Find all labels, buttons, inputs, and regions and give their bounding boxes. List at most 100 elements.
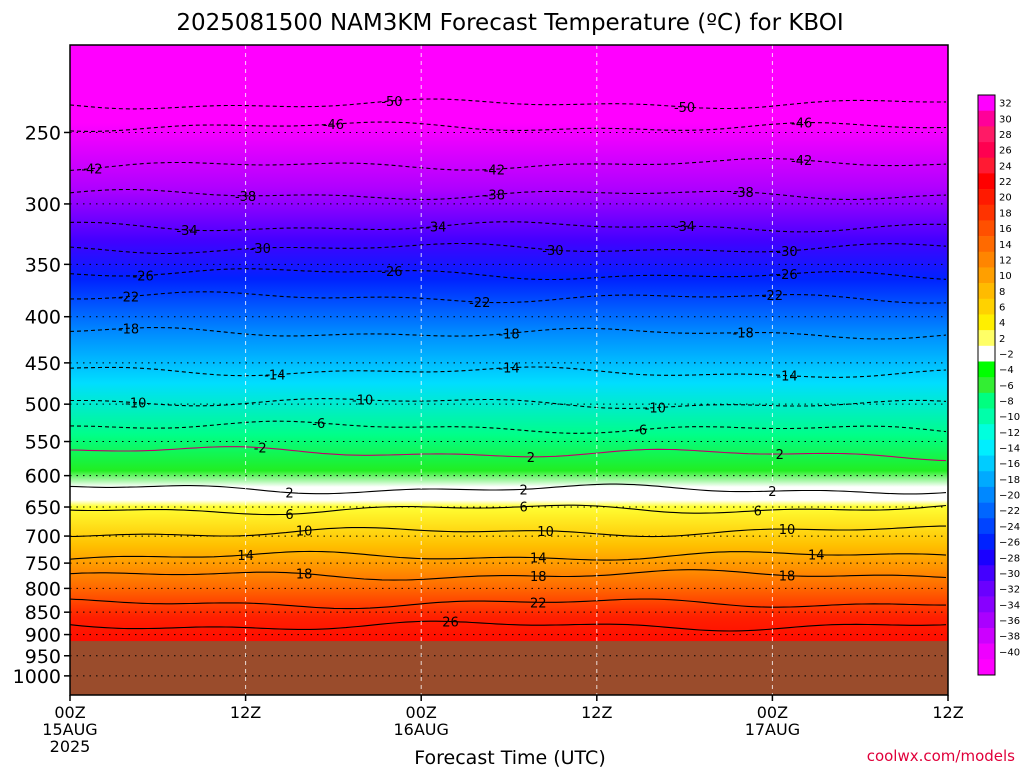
x-tick-label: 12Z bbox=[932, 703, 963, 722]
isotherm-label: -18 bbox=[733, 327, 754, 342]
isotherm-label: 6 bbox=[754, 505, 762, 520]
colorbar-label: 16 bbox=[999, 224, 1012, 235]
isotherm-label: -50 bbox=[674, 101, 695, 116]
isotherm-label: 2 bbox=[768, 485, 776, 500]
colorbar-label: 4 bbox=[999, 318, 1005, 329]
isotherm-line bbox=[70, 504, 947, 516]
colorbar-swatch bbox=[978, 408, 995, 425]
chart-title: 2025081500 NAM3KM Forecast Temperature (… bbox=[176, 10, 843, 36]
source-credit: coolwx.com/models bbox=[867, 747, 1015, 765]
colorbar-swatch bbox=[978, 627, 995, 644]
isotherm-line bbox=[70, 483, 947, 495]
y-tick-label: 800 bbox=[25, 578, 61, 600]
isotherm-label: -34 bbox=[176, 224, 197, 239]
isotherm-line bbox=[70, 598, 946, 610]
isotherm-line bbox=[70, 398, 947, 409]
colorbar-swatch bbox=[978, 220, 995, 237]
isotherm-lines bbox=[70, 98, 947, 632]
isotherm-line bbox=[70, 420, 947, 434]
colorbar-swatch bbox=[978, 455, 995, 472]
colorbar-swatch bbox=[978, 361, 995, 378]
isotherm-labels: -50 -50 -46 -46 -42 -42 -42 -38 -38 -38 -34 -34 -34 -… bbox=[81, 95, 824, 631]
y-tick-label: 700 bbox=[25, 526, 61, 548]
colorbar-swatch bbox=[978, 392, 995, 409]
isotherm-label: 18 bbox=[779, 570, 796, 585]
x-tick-label: 16AUG bbox=[393, 720, 448, 739]
isotherm-label: 6 bbox=[285, 508, 293, 523]
isotherm-label: -42 bbox=[791, 154, 812, 169]
colorbar-label: −40 bbox=[999, 647, 1020, 658]
isotherm-label: 18 bbox=[296, 568, 313, 583]
isotherm-line bbox=[70, 121, 947, 132]
colorbar-swatch bbox=[978, 533, 995, 550]
isotherm-label: -6 bbox=[312, 417, 325, 432]
isotherm-line bbox=[70, 291, 947, 304]
y-tick-label: 300 bbox=[25, 194, 61, 216]
isotherm-label: 18 bbox=[530, 570, 547, 585]
colorbar-frame bbox=[977, 94, 996, 676]
colorbar-swatch bbox=[978, 580, 995, 597]
x-tick-label: 00Z bbox=[406, 703, 437, 722]
y-tick-label: 750 bbox=[25, 553, 61, 575]
colorbar-label: −6 bbox=[999, 381, 1014, 392]
colorbar-swatch bbox=[978, 157, 995, 174]
isotherm-label: -22 bbox=[118, 291, 139, 306]
isotherm-line bbox=[70, 188, 947, 201]
isotherm-label: -42 bbox=[484, 163, 505, 178]
colorbar-label: 18 bbox=[999, 208, 1012, 219]
colorbar-swatch bbox=[978, 142, 995, 159]
colorbar-label: −32 bbox=[999, 585, 1020, 596]
isotherm-label: -22 bbox=[469, 296, 490, 311]
colorbar-swatch bbox=[978, 549, 995, 566]
isotherm-line bbox=[70, 221, 947, 233]
colorbar-swatch bbox=[978, 612, 995, 629]
colorbar-swatch bbox=[978, 236, 995, 253]
colorbar-label: 8 bbox=[999, 287, 1005, 298]
colorbar-label: 12 bbox=[999, 255, 1012, 266]
colorbar-label: −20 bbox=[999, 491, 1020, 502]
y-tick-label: 250 bbox=[25, 122, 61, 144]
isotherm-label: 22 bbox=[530, 596, 547, 611]
plot-area: -50 -50 -46 -46 -42 -42 -42 -38 -38 -38 -34 -34 -34 -… bbox=[70, 45, 948, 695]
isotherm-label: -38 bbox=[235, 190, 256, 205]
isotherm-label: -30 bbox=[776, 245, 797, 260]
isotherm-label: 6 bbox=[519, 501, 527, 516]
colorbar-swatch bbox=[978, 486, 995, 503]
colorbar-label: 14 bbox=[999, 240, 1012, 251]
temperature-field bbox=[70, 45, 948, 695]
isotherm-label: -18 bbox=[118, 322, 139, 337]
colorbar-label: −28 bbox=[999, 553, 1020, 564]
isotherm-line bbox=[70, 327, 947, 340]
colorbar-swatch bbox=[978, 659, 995, 676]
colorbar-label: −26 bbox=[999, 538, 1020, 549]
y-tick-label: 600 bbox=[25, 466, 61, 488]
isotherm-label: -46 bbox=[791, 117, 812, 132]
y-tick-label: 500 bbox=[25, 394, 61, 416]
colorbar-swatch bbox=[978, 283, 995, 300]
isotherm-line bbox=[70, 98, 947, 110]
colorbar-label: 6 bbox=[999, 302, 1005, 313]
isotherm-line bbox=[70, 569, 947, 581]
isotherm-line bbox=[70, 525, 946, 538]
colorbar-label: −24 bbox=[999, 522, 1020, 533]
y-tick-label: 850 bbox=[25, 602, 61, 624]
isotherm-label: 10 bbox=[296, 525, 313, 540]
x-tick-label: 17AUG bbox=[745, 720, 800, 739]
y-tick-label: 650 bbox=[25, 497, 61, 519]
colorbar-label: 28 bbox=[999, 130, 1012, 141]
x-tick-label: 00Z bbox=[54, 703, 85, 722]
isotherm-label: -14 bbox=[264, 369, 285, 384]
colorbar-label: 24 bbox=[999, 161, 1012, 172]
isotherm-label: 14 bbox=[530, 552, 547, 567]
y-tick-label: 950 bbox=[25, 646, 61, 668]
x-tick-label: 00Z bbox=[757, 703, 788, 722]
y-tick-label: 550 bbox=[25, 432, 61, 454]
x-tick-label: 12Z bbox=[581, 703, 612, 722]
isotherm-label: -30 bbox=[250, 242, 271, 257]
isotherm-label: 14 bbox=[237, 549, 254, 564]
isotherm-line bbox=[70, 157, 947, 171]
colorbar-swatch bbox=[978, 314, 995, 331]
colorbar-swatch bbox=[978, 126, 995, 143]
